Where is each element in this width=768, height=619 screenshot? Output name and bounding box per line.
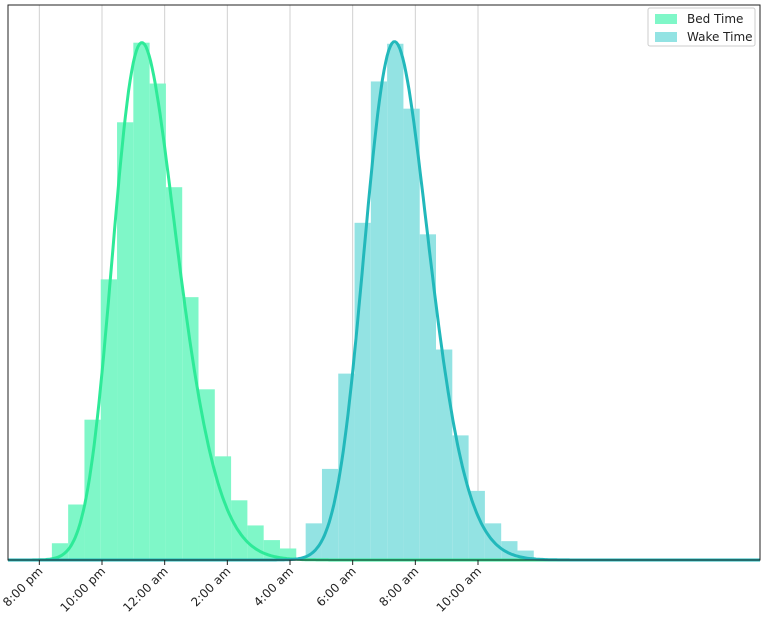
bed-time-bar bbox=[84, 419, 101, 560]
plot-frame bbox=[7, 4, 761, 561]
bed-time-bar bbox=[117, 122, 134, 560]
wake-time-bar bbox=[338, 373, 355, 560]
bed-time-bar bbox=[165, 187, 183, 560]
legend-label-bed-time: Bed Time bbox=[687, 12, 743, 26]
wake-time-bar bbox=[419, 234, 437, 560]
legend-swatch-wake-time bbox=[655, 32, 677, 42]
bed-time-bar bbox=[198, 389, 215, 560]
wake-time-bar bbox=[517, 550, 534, 560]
bed-time-bar bbox=[51, 543, 69, 560]
plot-area bbox=[7, 4, 761, 562]
wake-time-bar bbox=[370, 81, 388, 561]
wake-time-bar bbox=[305, 523, 322, 560]
bed-time-bar bbox=[214, 456, 232, 560]
legend-label-wake-time: Wake Time bbox=[687, 30, 753, 44]
wake-time-bar bbox=[452, 435, 469, 560]
wake-time-bar bbox=[436, 349, 453, 560]
bed-time-bar bbox=[279, 548, 297, 560]
legend: Bed Time Wake Time bbox=[647, 7, 756, 47]
bed-time-bar bbox=[100, 279, 118, 560]
bed-time-bar bbox=[149, 83, 166, 561]
bed-time-bars bbox=[51, 42, 297, 561]
wake-time-bars bbox=[305, 43, 534, 561]
wake-time-bar bbox=[468, 490, 485, 560]
wake-time-bar bbox=[403, 108, 420, 561]
wake-time-bar bbox=[387, 43, 404, 560]
legend-swatch-bed-time bbox=[655, 14, 677, 24]
bed-time-bar bbox=[133, 42, 150, 560]
